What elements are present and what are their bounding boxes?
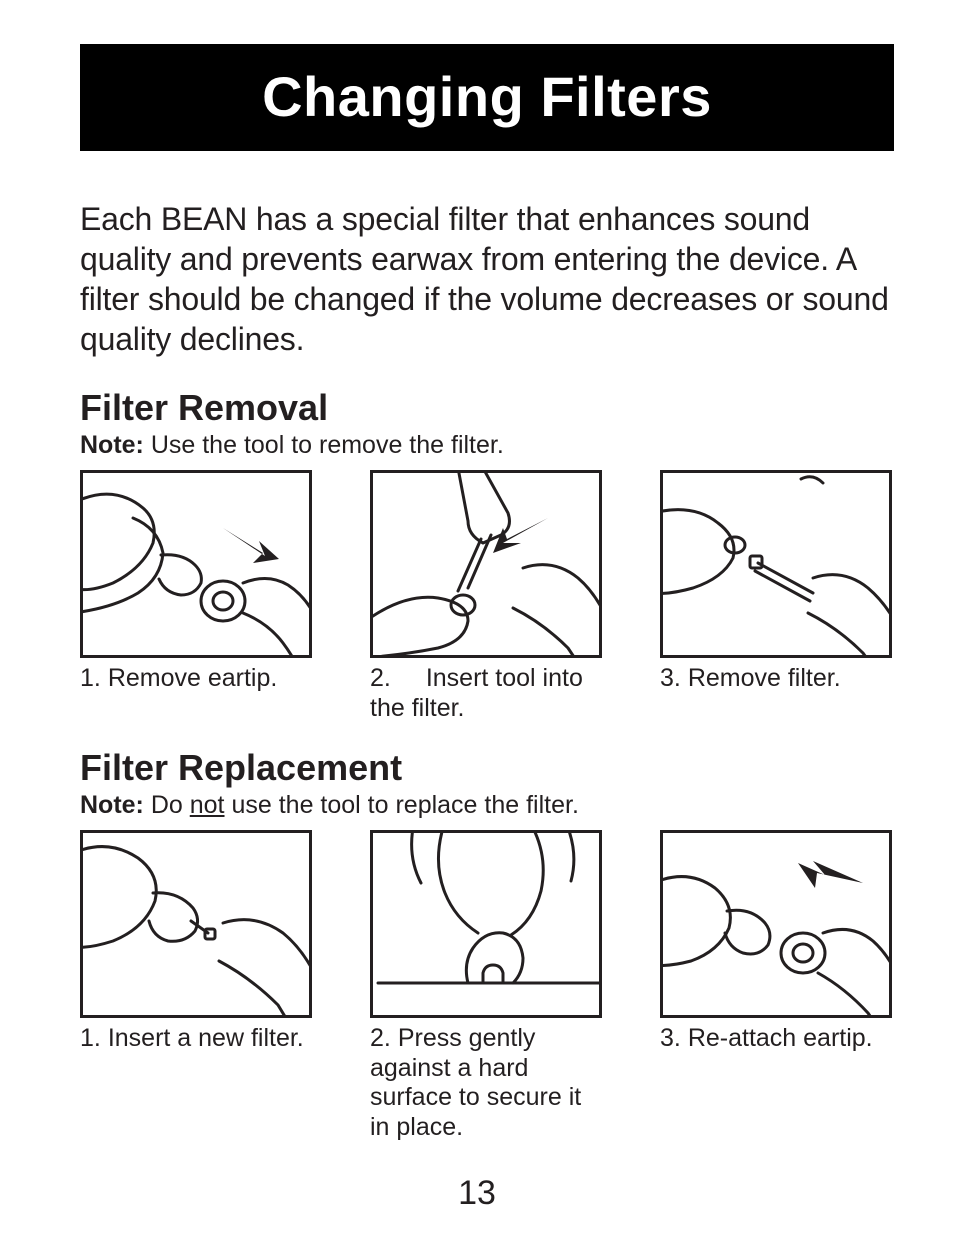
replacement-caption-2: 2. Press gently against a hard surface t… bbox=[370, 1024, 602, 1142]
removal-note: Note: Use the tool to remove the filter. bbox=[80, 431, 894, 460]
replacement-note: Note: Do not use the tool to replace the… bbox=[80, 791, 894, 820]
page-title: Changing Filters bbox=[80, 64, 894, 129]
replacement-figure-1 bbox=[80, 830, 312, 1018]
note-label: Note: bbox=[80, 431, 144, 459]
removal-figure-3 bbox=[660, 470, 892, 658]
replacement-step-1: 1. Insert a new filter. bbox=[80, 830, 312, 1142]
note-underlined: not bbox=[190, 791, 225, 819]
replacement-heading: Filter Replacement bbox=[80, 747, 894, 789]
removal-heading: Filter Removal bbox=[80, 387, 894, 429]
removal-caption-3: 3. Remove filter. bbox=[660, 664, 892, 694]
replacement-figure-2 bbox=[370, 830, 602, 1018]
title-banner: Changing Filters bbox=[80, 44, 894, 151]
removal-figure-2 bbox=[370, 470, 602, 658]
removal-step-2: 2. Insert tool into the filter. bbox=[370, 470, 602, 723]
replacement-figure-3 bbox=[660, 830, 892, 1018]
replacement-caption-1: 1. Insert a new filter. bbox=[80, 1024, 312, 1054]
removal-caption-2: 2. Insert tool into the filter. bbox=[370, 664, 602, 723]
removal-step-1: 1. Remove eartip. bbox=[80, 470, 312, 723]
removal-step-3: 3. Remove filter. bbox=[660, 470, 892, 723]
replacement-caption-3: 3. Re-attach eartip. bbox=[660, 1024, 892, 1054]
page-number: 13 bbox=[0, 1174, 954, 1213]
note-text: Use the tool to remove the filter. bbox=[144, 431, 504, 459]
replacement-row: 1. Insert a new filter. bbox=[80, 830, 894, 1142]
removal-row: 1. Remove eartip. bbox=[80, 470, 894, 723]
replacement-step-2: 2. Press gently against a hard surface t… bbox=[370, 830, 602, 1142]
removal-figure-1 bbox=[80, 470, 312, 658]
note-label: Note: bbox=[80, 791, 144, 819]
replacement-step-3: 3. Re-attach eartip. bbox=[660, 830, 892, 1142]
removal-caption-1: 1. Remove eartip. bbox=[80, 664, 312, 694]
intro-paragraph: Each BEAN has a special filter that enha… bbox=[80, 199, 894, 359]
